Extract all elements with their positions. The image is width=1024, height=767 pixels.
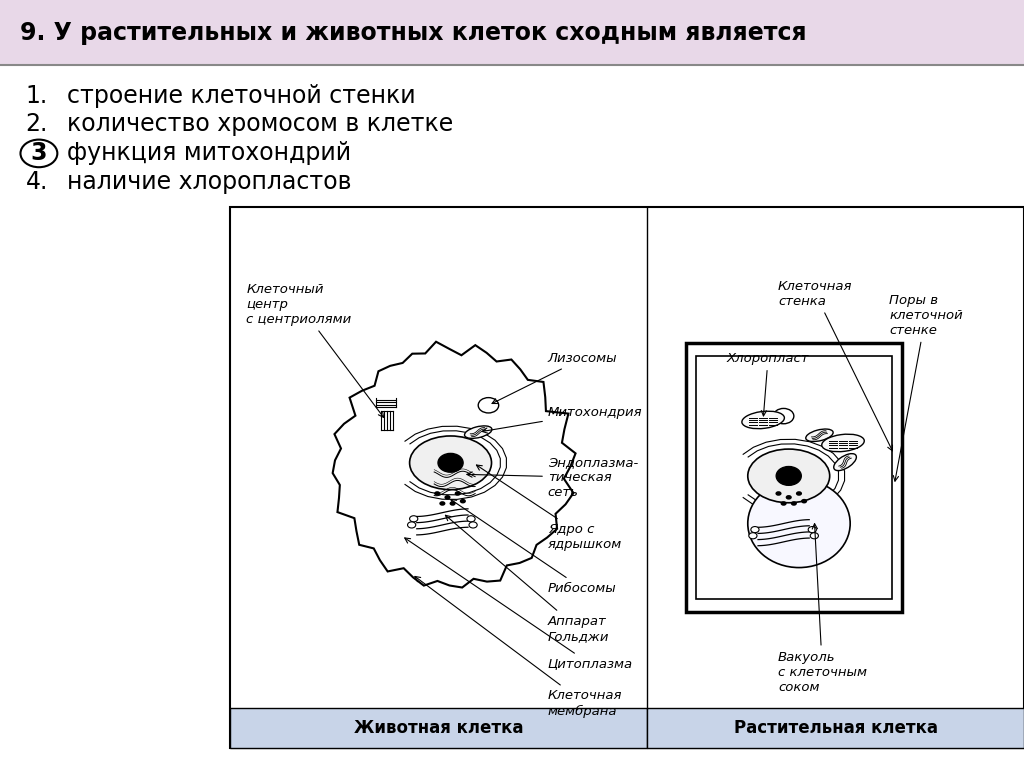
- Text: Клеточная
стенка: Клеточная стенка: [778, 280, 893, 451]
- Circle shape: [455, 491, 461, 495]
- Text: Цитоплазма: Цитоплазма: [404, 538, 633, 670]
- Text: Клеточный
центр
с центриолями: Клеточный центр с центриолями: [247, 283, 384, 417]
- Circle shape: [810, 532, 818, 538]
- FancyBboxPatch shape: [696, 356, 892, 598]
- Circle shape: [469, 522, 477, 528]
- Text: Поры в
клеточной
стенке: Поры в клеточной стенке: [889, 294, 963, 481]
- Ellipse shape: [465, 426, 492, 439]
- Text: Животная клетка: Животная клетка: [354, 719, 523, 737]
- Circle shape: [808, 526, 816, 533]
- Circle shape: [776, 466, 801, 486]
- Circle shape: [444, 495, 451, 499]
- Circle shape: [439, 501, 445, 505]
- Bar: [230, 708, 647, 748]
- Circle shape: [450, 501, 456, 505]
- Text: функция митохондрий: функция митохондрий: [67, 141, 350, 166]
- Circle shape: [408, 522, 416, 528]
- Circle shape: [434, 491, 440, 495]
- FancyBboxPatch shape: [686, 344, 902, 612]
- Circle shape: [773, 408, 794, 423]
- Ellipse shape: [748, 479, 850, 568]
- Text: Клеточная
мембрана: Клеточная мембрана: [415, 577, 623, 718]
- Circle shape: [460, 499, 466, 503]
- Text: Рибосомы: Рибосомы: [451, 499, 616, 594]
- Circle shape: [785, 495, 792, 499]
- Ellipse shape: [410, 436, 492, 489]
- Text: Вакуоль
с клеточным
соком: Вакуоль с клеточным соком: [778, 524, 867, 693]
- Text: количество хромосом в клетке: количество хромосом в клетке: [67, 112, 453, 137]
- Circle shape: [438, 453, 463, 472]
- Bar: [647, 708, 1024, 748]
- Text: 3: 3: [31, 141, 47, 166]
- Text: Растительная клетка: Растительная клетка: [733, 719, 938, 737]
- Ellipse shape: [821, 434, 864, 452]
- Ellipse shape: [741, 411, 784, 429]
- Text: Митохондрия: Митохондрия: [482, 406, 642, 433]
- Bar: [230, 207, 1024, 748]
- Text: 9. У растительных и животных клеток сходным является: 9. У растительных и животных клеток сход…: [20, 21, 807, 45]
- Circle shape: [410, 515, 418, 522]
- Text: Ядро с
ядрышком: Ядро с ядрышком: [476, 465, 623, 551]
- Ellipse shape: [806, 429, 834, 442]
- Circle shape: [780, 501, 786, 505]
- Text: наличие хлоропластов: наличие хлоропластов: [67, 170, 351, 194]
- Text: Лизосомы: Лизосомы: [493, 352, 617, 403]
- Text: 2.: 2.: [26, 112, 48, 137]
- Circle shape: [751, 526, 759, 533]
- Circle shape: [478, 397, 499, 413]
- Circle shape: [775, 491, 781, 495]
- Circle shape: [801, 499, 807, 503]
- Circle shape: [791, 501, 797, 505]
- Text: Эндоплазма-
тическая
сеть: Эндоплазма- тическая сеть: [467, 456, 638, 499]
- Text: 4.: 4.: [26, 170, 48, 194]
- Text: Аппарат
Гольджи: Аппарат Гольджи: [445, 515, 609, 643]
- FancyBboxPatch shape: [0, 0, 1024, 65]
- Text: строение клеточной стенки: строение клеточной стенки: [67, 84, 415, 108]
- Text: 1.: 1.: [26, 84, 48, 108]
- PathPatch shape: [333, 342, 575, 588]
- Circle shape: [467, 515, 475, 522]
- Circle shape: [796, 491, 802, 495]
- Text: Хлоропласт: Хлоропласт: [727, 352, 809, 416]
- Ellipse shape: [834, 453, 856, 471]
- Circle shape: [749, 532, 757, 538]
- Ellipse shape: [748, 449, 829, 503]
